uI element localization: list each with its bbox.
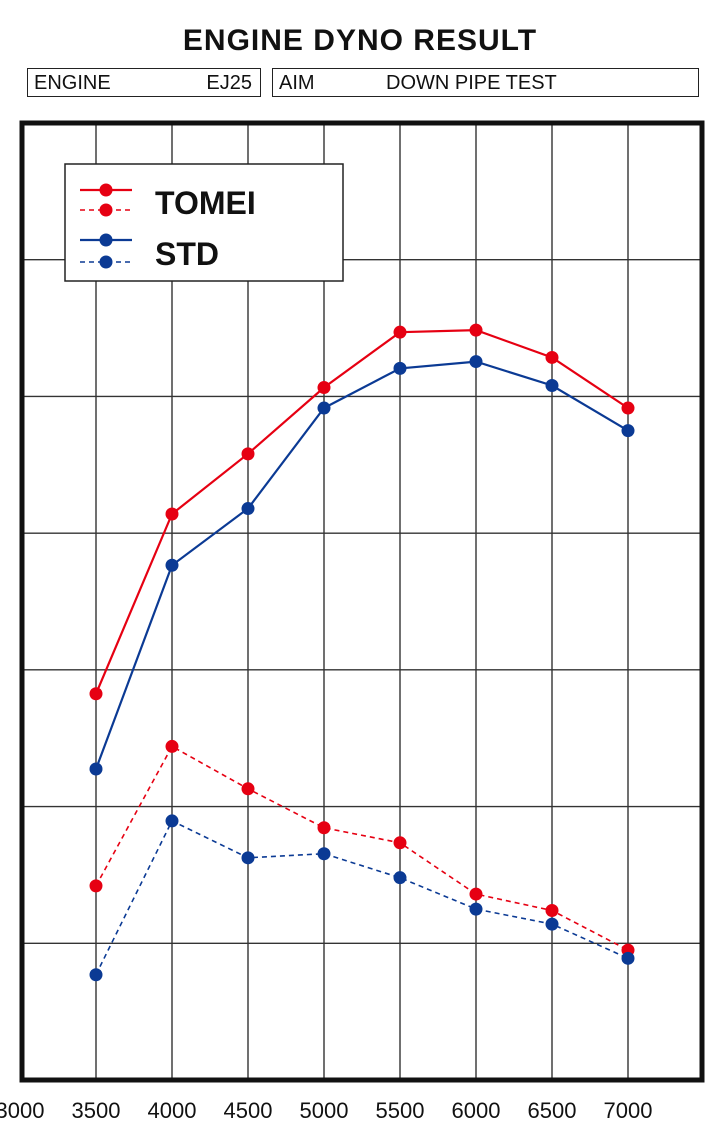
- legend-label-tomei: TOMEI: [155, 185, 256, 221]
- series-std-dashed: [89, 814, 635, 982]
- series-line-std-solid: [94, 360, 629, 770]
- x-tick-4500: 4500: [224, 1098, 273, 1123]
- legend-dashed-marker-tomei: [99, 203, 113, 217]
- point-std-solid-6500: [545, 378, 559, 392]
- series-layer: [89, 323, 635, 982]
- point-tomei-solid-4000: [165, 507, 179, 521]
- x-tick-6000: 6000: [452, 1098, 501, 1123]
- x-tick-3000: 3000: [0, 1098, 44, 1123]
- point-std-solid-3500: [89, 762, 103, 776]
- point-tomei-solid-5000: [317, 381, 331, 395]
- point-tomei-dashed-4500: [241, 782, 255, 796]
- series-line-tomei-solid: [94, 328, 629, 695]
- point-std-solid-7000: [621, 424, 635, 438]
- point-std-dashed-4500: [241, 851, 255, 865]
- point-tomei-dashed-5500: [393, 836, 407, 850]
- x-tick-5500: 5500: [376, 1098, 425, 1123]
- series-line-tomei-dashed: [95, 745, 629, 951]
- x-tick-4000: 4000: [148, 1098, 197, 1123]
- point-std-solid-5500: [393, 361, 407, 375]
- x-tick-labels: 3000 3500 4000 4500 5000 5500 6000 6500 7000: [0, 1098, 652, 1123]
- legend-dashed-marker-std: [99, 255, 113, 269]
- point-std-dashed-6000: [469, 902, 483, 916]
- grid-layer: [22, 123, 702, 1080]
- point-tomei-dashed-6000: [469, 887, 483, 901]
- plot-frame: [19, 120, 705, 1083]
- x-tick-7000: 7000: [604, 1098, 653, 1123]
- point-tomei-solid-6500: [545, 350, 559, 364]
- x-tick-5000: 5000: [300, 1098, 349, 1123]
- point-std-solid-4500: [241, 502, 255, 516]
- point-tomei-solid-4500: [241, 447, 255, 461]
- point-std-dashed-6500: [545, 917, 559, 931]
- legend-solid-marker-std: [99, 233, 113, 247]
- point-tomei-solid-7000: [621, 401, 635, 415]
- series-tomei-dashed: [89, 739, 635, 957]
- point-tomei-solid-5500: [393, 325, 407, 339]
- x-tick-3500: 3500: [72, 1098, 121, 1123]
- point-tomei-dashed-4000: [165, 739, 179, 753]
- point-tomei-solid-3500: [89, 687, 103, 701]
- point-tomei-dashed-3500: [89, 879, 103, 893]
- point-std-dashed-4000: [165, 814, 179, 828]
- engine-label: ENGINE: [34, 72, 111, 94]
- point-tomei-solid-6000: [469, 323, 483, 337]
- chart-title: ENGINE DYNO RESULT: [182, 24, 538, 57]
- point-std-solid-6000: [469, 355, 483, 369]
- point-std-dashed-7000: [621, 951, 635, 965]
- series-std-solid: [89, 355, 635, 776]
- point-tomei-dashed-6500: [545, 903, 559, 917]
- series-line-std-dashed: [95, 819, 629, 976]
- point-std-dashed-5000: [317, 847, 331, 861]
- point-tomei-dashed-5000: [317, 821, 331, 835]
- x-tick-6500: 6500: [528, 1098, 577, 1123]
- series-tomei-solid: [89, 323, 635, 701]
- legend-label-std: STD: [155, 236, 219, 272]
- aim-label: AIM: [279, 72, 315, 94]
- point-std-solid-4000: [165, 558, 179, 572]
- point-std-solid-5000: [317, 401, 331, 415]
- point-std-dashed-3500: [89, 968, 103, 982]
- point-std-dashed-5500: [393, 871, 407, 885]
- engine-value: EJ25: [206, 72, 252, 94]
- legend-solid-marker-tomei: [99, 183, 113, 197]
- legend: TOMEI STD: [64, 163, 344, 282]
- aim-value: DOWN PIPE TEST: [386, 72, 557, 94]
- aim-info-box: AIM DOWN PIPE TEST: [272, 68, 699, 97]
- engine-info-box: ENGINE EJ25: [27, 68, 261, 97]
